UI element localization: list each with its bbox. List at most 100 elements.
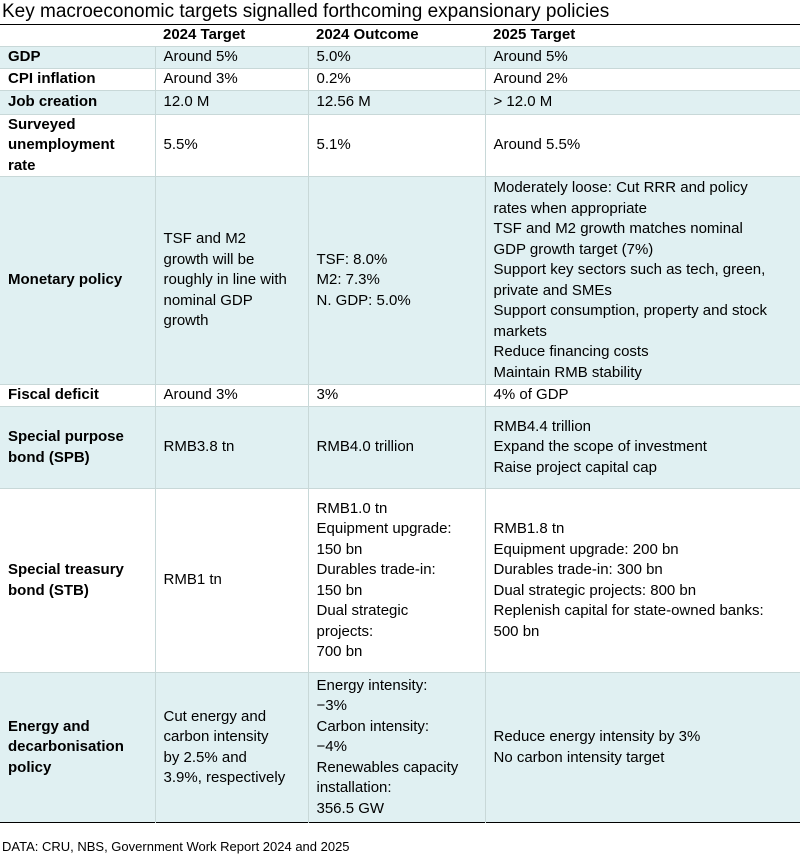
row-label: Job creation: [0, 90, 155, 114]
row-label: CPI inflation: [0, 68, 155, 90]
row-label: Monetary policy: [0, 176, 155, 385]
cell-line: Around 5%: [163, 47, 238, 65]
target-2024-cell: Cut energy and carbon intensity by 2.5% an…: [154, 672, 308, 823]
cell-line: Around 3%: [163, 386, 238, 404]
cell-line: Equipment upgrade:: [316, 520, 452, 537]
row-label: Energy and decarbonisation policy: [0, 672, 155, 823]
cell-line: −4%: [316, 738, 347, 756]
target-2025-cell: Around 5%: [484, 46, 800, 68]
cell-line: No carbon intensity target: [493, 748, 665, 766]
table-row: CPI inflation Around 3% 0.2% Around 2%: [0, 68, 800, 90]
outcome-2024-cell: 5.1%: [307, 114, 485, 177]
cell-line: 12.56 M: [316, 92, 371, 110]
cell-line: Special purpose: [8, 428, 124, 445]
cell-line: Expand the scope of investment: [493, 438, 707, 456]
cell-line: 5.5%: [163, 136, 198, 153]
row-label: Special treasury bond (STB): [0, 488, 155, 673]
cell-line: bond (STB): [8, 581, 89, 599]
cell-line: growth: [163, 312, 209, 330]
cell-line: Dual strategic: [316, 602, 409, 619]
target-2025-cell: RMB4.4 trillion Expand the scope of inves…: [484, 406, 800, 489]
cell-line: carbon intensity: [163, 728, 269, 745]
cell-line: Around 5.5%: [493, 136, 581, 153]
header-cell: 2024 Outcome: [308, 25, 485, 46]
cell-line: −3%: [316, 697, 347, 715]
outcome-2024-cell: 3%: [307, 384, 485, 407]
cell-line: projects:: [316, 622, 374, 640]
cell-line: Job creation: [8, 92, 98, 110]
cell-line: Durables trade-in:: [316, 561, 436, 578]
outcome-2024-cell: RMB1.0 tn Equipment upgrade: 150 bn Durable…: [307, 488, 485, 673]
cell-line: by 2.5% and: [163, 748, 247, 766]
cell-line: Maintain RMB stability: [493, 363, 642, 381]
source-note: DATA: CRU, NBS, Government Work Report 2…: [2, 839, 350, 854]
cell-line: TSF and M2 growth matches nominal: [493, 220, 743, 237]
row-label: GDP: [0, 46, 155, 68]
cell-line: 356.5 GW: [316, 799, 385, 817]
cell-line: RMB1 tn: [163, 571, 222, 589]
table-row: Energy and decarbonisation policy Cut energ…: [0, 672, 800, 823]
cell-line: 5.0%: [316, 47, 351, 65]
row-label: Special purpose bond (SPB): [0, 406, 155, 489]
cell-line: Around 2%: [493, 69, 568, 87]
outcome-2024-cell: 0.2%: [307, 68, 485, 90]
cell-line: GDP: [8, 47, 41, 65]
table-row: Surveyed unemployment rate 5.5% 5.1% Around 5…: [0, 114, 800, 177]
cell-line: Moderately loose: Cut RRR and policy: [493, 179, 748, 196]
cell-line: 5.1%: [316, 136, 351, 153]
cell-line: Energy and: [8, 717, 90, 735]
target-2024-cell: RMB3.8 tn: [154, 406, 308, 489]
cell-line: rates when appropriate: [493, 199, 647, 217]
cell-line: CPI inflation: [8, 69, 96, 87]
header-cell: 2024 Target: [155, 25, 308, 46]
cell-line: TSF: 8.0%: [316, 250, 388, 268]
cell-line: Durables trade-in: 300 bn: [493, 561, 663, 578]
cell-line: 150 bn: [316, 540, 363, 558]
target-2025-cell: > 12.0 M: [484, 90, 800, 114]
cell-line: Dual strategic projects: 800 bn: [493, 581, 697, 599]
target-2025-cell: Around 2%: [484, 68, 800, 90]
cell-line: RMB4.0 trillion: [316, 438, 415, 456]
targets-table: 2024 Target 2024 Outcome 2025 Target GDP…: [0, 25, 800, 823]
outcome-2024-cell: Energy intensity: −3% Carbon intensity: −4%…: [307, 672, 485, 823]
cell-line: Carbon intensity:: [316, 717, 430, 735]
cell-line: 3%: [316, 386, 339, 404]
cell-line: nominal GDP: [163, 291, 253, 309]
outcome-2024-cell: TSF: 8.0% M2: 7.3% N. GDP: 5.0%: [307, 176, 485, 385]
table-row: Job creation 12.0 M 12.56 M > 12.0 M: [0, 90, 800, 114]
target-2024-cell: Around 3%: [154, 68, 308, 90]
target-2025-cell: Reduce energy intensity by 3% No carbon i…: [484, 672, 800, 823]
table-header-row: 2024 Target 2024 Outcome 2025 Target: [0, 25, 800, 46]
cell-line: bond (SPB): [8, 448, 90, 466]
title-rule: [0, 24, 800, 25]
cell-line: TSF and M2: [163, 230, 247, 248]
outcome-2024-cell: 12.56 M: [307, 90, 485, 114]
cell-line: roughly in line with: [163, 271, 287, 289]
cell-line: Replenish capital for state-owned banks:: [493, 602, 764, 619]
table-row: Fiscal deficit Around 3% 3% 4% of GDP: [0, 384, 800, 407]
cell-line: 500 bn: [493, 622, 540, 640]
cell-line: GDP growth target (7%): [493, 240, 654, 258]
cell-line: N. GDP: 5.0%: [316, 291, 411, 309]
table-row: Monetary policy TSF and M2 growth will be r…: [0, 176, 800, 385]
cell-line: > 12.0 M: [493, 92, 553, 110]
target-2025-cell: 4% of GDP: [484, 384, 800, 407]
cell-line: Energy intensity:: [316, 676, 428, 694]
cell-line: decarbonisation: [8, 738, 124, 756]
target-2024-cell: 12.0 M: [154, 90, 308, 114]
target-2024-cell: 5.5%: [154, 114, 308, 177]
cell-line: Special treasury: [8, 561, 124, 578]
cell-line: M2: 7.3%: [316, 271, 380, 289]
cell-line: Equipment upgrade: 200 bn: [493, 540, 679, 558]
table-row: Special purpose bond (SPB) RMB3.8 tn RMB4.0…: [0, 406, 800, 489]
cell-line: Support consumption, property and stock: [493, 302, 768, 319]
cell-line: growth will be: [163, 250, 255, 268]
cell-line: installation:: [316, 779, 392, 797]
target-2025-cell: Moderately loose: Cut RRR and policy rate…: [484, 176, 800, 385]
cell-line: 4% of GDP: [493, 386, 569, 404]
cell-line: unemployment: [8, 136, 115, 153]
table-row: Special treasury bond (STB) RMB1 tn RMB1.0 …: [0, 488, 800, 673]
target-2025-cell: RMB1.8 tn Equipment upgrade: 200 bn Durabl…: [484, 488, 800, 673]
cell-line: Support key sectors such as tech, green,: [493, 261, 766, 278]
cell-line: Reduce energy intensity by 3%: [493, 728, 701, 745]
